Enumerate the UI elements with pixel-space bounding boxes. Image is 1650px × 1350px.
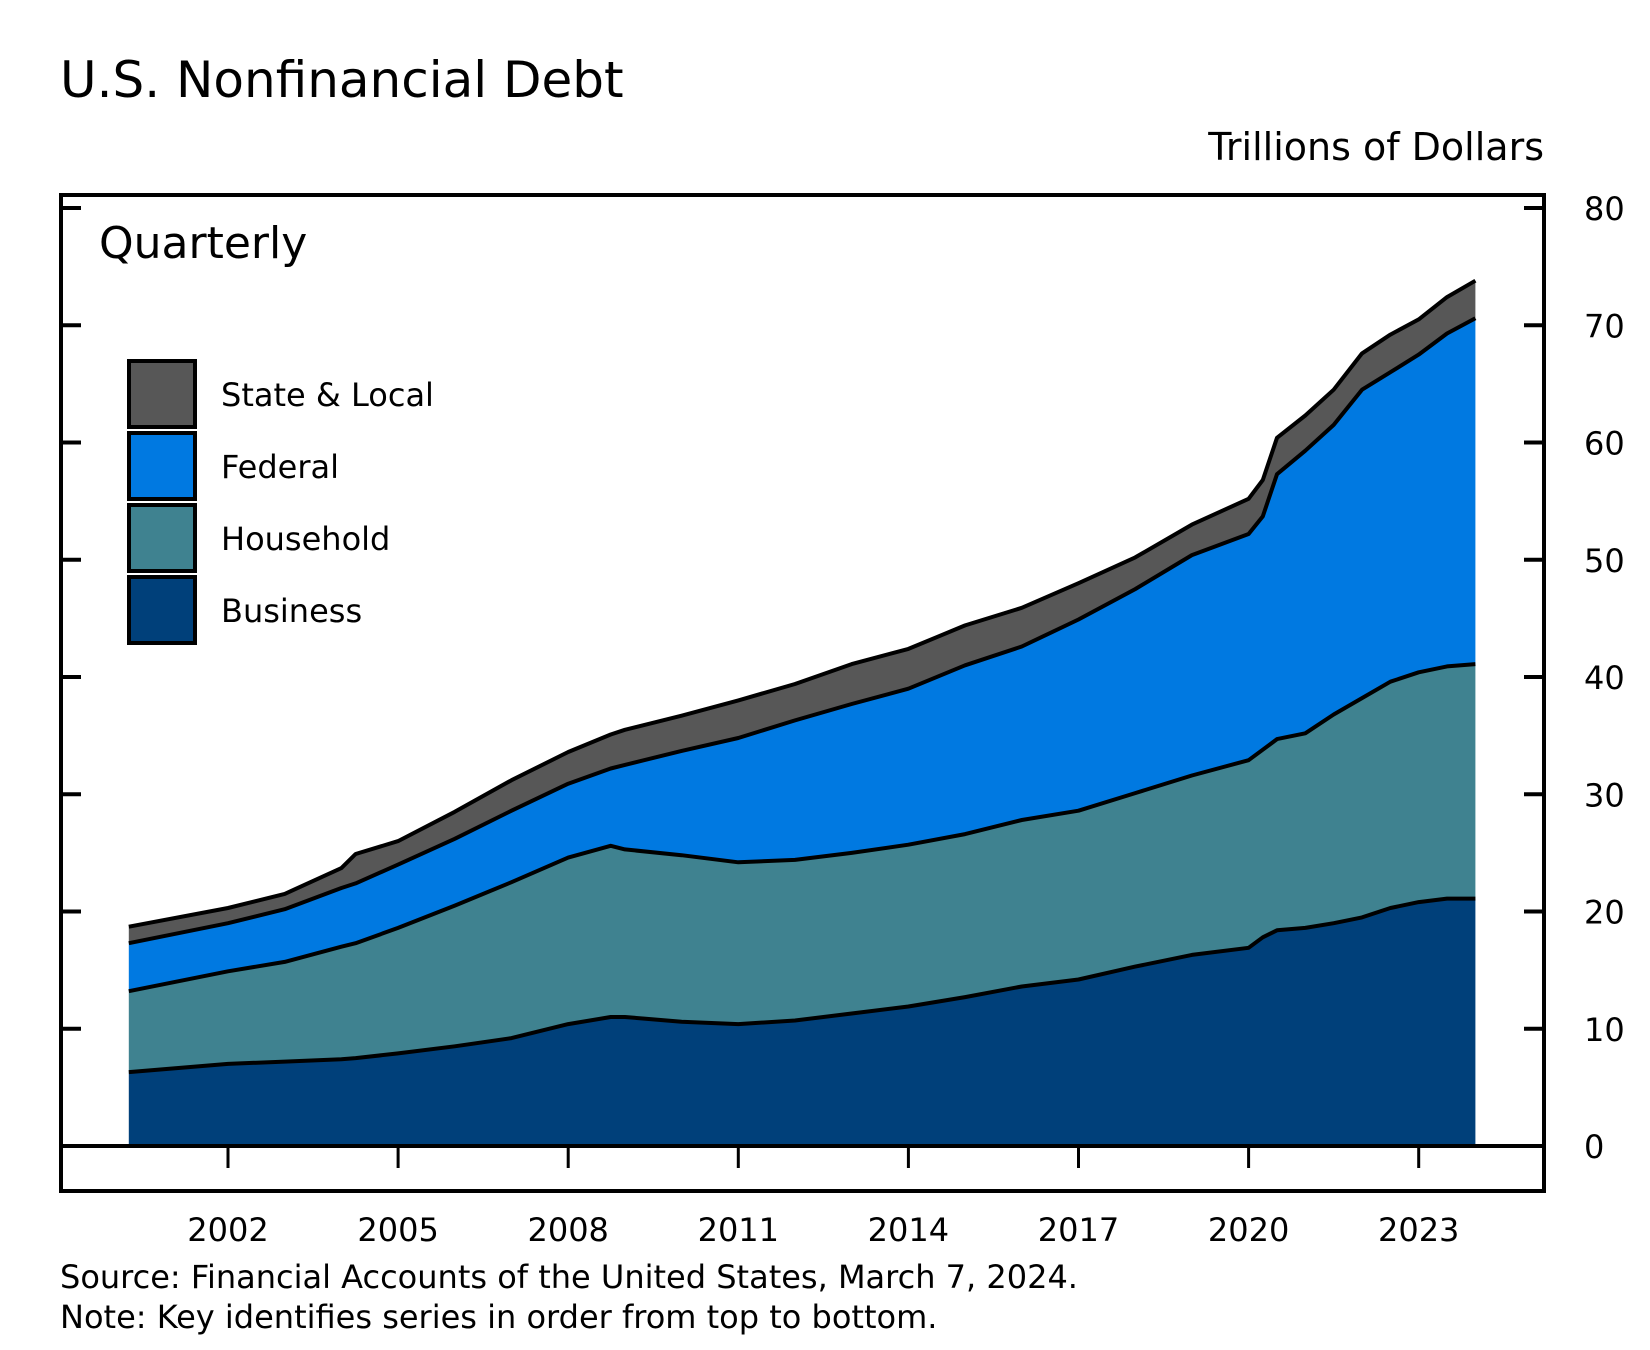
key-note: Note: Key identifies series in order fro…: [60, 1298, 937, 1336]
x-tick-label: 2005: [357, 1211, 438, 1249]
y-tick-label: 20: [1584, 894, 1625, 932]
x-tick-label: 2014: [868, 1211, 949, 1249]
y-tick-label: 80: [1584, 190, 1625, 228]
legend-label: Federal: [221, 448, 339, 486]
legend-label: State & Local: [221, 376, 434, 414]
area-federal: [128, 318, 1476, 992]
series-line-household: [128, 662, 1476, 994]
area-business: [128, 898, 1476, 1146]
x-tick-label: 2020: [1208, 1211, 1289, 1249]
x-tick-label: 2011: [698, 1211, 779, 1249]
y-axis-label: Trillions of Dollars: [1207, 125, 1544, 169]
chart-title: U.S. Nonfinancial Debt: [60, 51, 624, 109]
legend-swatch: [127, 575, 197, 645]
legend: State & Local Federal Household Business: [127, 359, 434, 645]
legend-swatch: [127, 503, 197, 573]
y-tick-label: 60: [1584, 425, 1625, 463]
x-tick-label: 2017: [1038, 1211, 1119, 1249]
y-tick-label: 70: [1584, 307, 1625, 345]
y-tick-label: 40: [1584, 659, 1625, 697]
axes: 0 10 20 30 40 50 60 70 80 2002 2005 2008 2011 2014 201…: [59, 190, 1625, 1249]
legend-swatch: [127, 359, 197, 429]
x-tick-label: 2023: [1378, 1211, 1459, 1249]
plot-frame: [59, 193, 1546, 1193]
x-tick-label: 2002: [187, 1211, 268, 1249]
legend-swatch: [127, 431, 197, 501]
stacked-areas: [128, 278, 1477, 1146]
series-line-state-local: [128, 278, 1477, 929]
series-line-federal: [128, 316, 1477, 946]
area-household: [128, 664, 1476, 1073]
y-tick-label: 50: [1584, 542, 1625, 580]
legend-label: Business: [221, 592, 362, 630]
x-tick-label: 2008: [527, 1211, 608, 1249]
legend-label: Household: [221, 520, 390, 558]
frequency-annotation: Quarterly: [99, 218, 307, 269]
y-tick-label: 0: [1584, 1128, 1604, 1166]
y-tick-label: 10: [1584, 1011, 1625, 1049]
y-tick-label: 30: [1584, 776, 1625, 814]
series-line-business: [128, 896, 1476, 1075]
source-note: Source: Financial Accounts of the United…: [60, 1258, 1078, 1296]
